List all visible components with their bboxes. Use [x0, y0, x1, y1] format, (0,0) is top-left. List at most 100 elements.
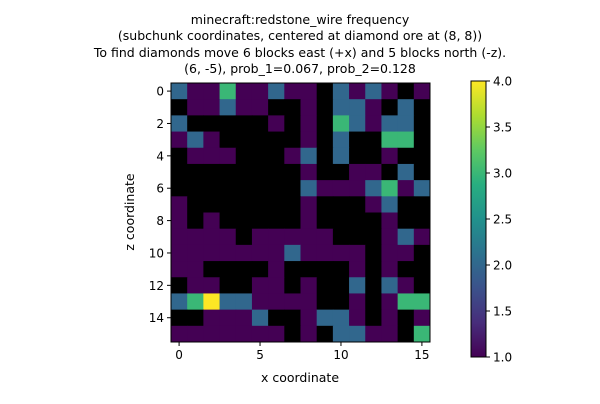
heatmap-cell [187, 83, 204, 100]
heatmap-cell [413, 147, 431, 165]
heatmap-cell [332, 244, 350, 262]
heatmap-cell [332, 228, 350, 246]
heatmap-cell [316, 244, 334, 262]
heatmap-cell [381, 309, 399, 327]
heatmap-cell [300, 180, 318, 197]
heatmap-cell [316, 196, 334, 213]
heatmap-cell [397, 180, 415, 197]
heatmap-cell [413, 212, 431, 230]
heatmap-cell [413, 228, 431, 246]
heatmap-cell [381, 163, 399, 181]
heatmap-cell [251, 293, 269, 311]
title-line-1: minecraft:redstone_wire frequency [191, 12, 410, 27]
heatmap-cell [349, 147, 366, 165]
heatmap-cell [251, 180, 269, 197]
heatmap-cell [365, 293, 382, 311]
heatmap-cell [413, 163, 431, 181]
heatmap-cell [268, 228, 285, 246]
heatmap-cell [235, 83, 253, 100]
heatmap-cell [203, 309, 221, 327]
heatmap-cell [203, 131, 221, 149]
heatmap-cell [251, 261, 269, 278]
heatmap-cell [268, 196, 285, 213]
heatmap-cell [300, 163, 318, 181]
heatmap-cell [251, 244, 269, 262]
heatmap-cell [187, 147, 204, 165]
heatmap-cell [284, 147, 301, 165]
heatmap-cell [203, 212, 221, 230]
heatmap-cell [316, 83, 334, 100]
heatmap-cell [187, 163, 204, 181]
heatmap-cell [203, 147, 221, 165]
heatmap-cell [235, 147, 253, 165]
heatmap-cell [203, 115, 221, 133]
heatmap-cell [365, 212, 382, 230]
heatmap-cell [381, 147, 399, 165]
heatmap-cell [332, 99, 350, 116]
colorbar-tick-label: 1.5 [493, 305, 512, 319]
heatmap-cell [203, 180, 221, 197]
heatmap-cell [381, 261, 399, 278]
heatmap-cell [284, 196, 301, 213]
heatmap-cell [268, 147, 285, 165]
heatmap-cell [300, 99, 318, 116]
heatmap-cell [203, 163, 221, 181]
heatmap-cell [300, 325, 318, 343]
heatmap-cell [284, 115, 301, 133]
heatmap-cell [349, 115, 366, 133]
colorbar-tick-label: 4.0 [493, 75, 512, 89]
heatmap-cell [187, 309, 204, 327]
heatmap-cell [349, 261, 366, 278]
heatmap-cell [413, 261, 431, 278]
colorbar-tick-label: 1.0 [493, 351, 512, 365]
heatmap-cell [235, 244, 253, 262]
heatmap-cell [332, 163, 350, 181]
heatmap-cell [268, 83, 285, 100]
heatmap-cell [349, 163, 366, 181]
heatmap-cell [413, 325, 431, 343]
heatmap-cell [365, 115, 382, 133]
heatmap-cell [349, 131, 366, 149]
heatmap-cell [203, 83, 221, 100]
title-line-4: (6, -5), prob_1=0.067, prob_2=0.128 [184, 61, 416, 76]
colorbar [470, 80, 487, 358]
heatmap-cell [203, 99, 221, 116]
heatmap-cell [300, 261, 318, 278]
heatmap-cell [300, 83, 318, 100]
heatmap-cell [381, 244, 399, 262]
y-tick-label: 10 [149, 246, 164, 260]
heatmap-cell [219, 325, 237, 343]
heatmap-cell [381, 131, 399, 149]
heatmap-cell [235, 228, 253, 246]
heatmap-cell [251, 147, 269, 165]
heatmap-cell [187, 180, 204, 197]
y-tick-label: 12 [149, 279, 164, 293]
heatmap-cell [397, 277, 415, 294]
heatmap-cell [187, 212, 204, 230]
title-line-3: To find diamonds move 6 blocks east (+x)… [93, 45, 506, 60]
heatmap-cell [332, 131, 350, 149]
heatmap-cell [397, 131, 415, 149]
heatmap-cell [187, 244, 204, 262]
heatmap-cell [171, 293, 188, 311]
plot-frame [170, 82, 431, 343]
heatmap-cell [381, 115, 399, 133]
heatmap-cell [397, 115, 415, 133]
heatmap-cell [365, 163, 382, 181]
heatmap-cells [171, 83, 431, 343]
x-tick-label: 15 [414, 348, 429, 362]
heatmap-cell [251, 115, 269, 133]
heatmap-cell [219, 147, 237, 165]
heatmap-cell [349, 99, 366, 116]
heatmap-cell [381, 180, 399, 197]
heatmap-cell [381, 99, 399, 116]
heatmap-cell [187, 293, 204, 311]
heatmap-cell [365, 228, 382, 246]
heatmap-cell [235, 277, 253, 294]
heatmap-cell [332, 180, 350, 197]
heatmap-cell [219, 196, 237, 213]
heatmap-cell [171, 228, 188, 246]
heatmap-cell [268, 212, 285, 230]
heatmap-cell [349, 180, 366, 197]
heatmap-cell [251, 277, 269, 294]
